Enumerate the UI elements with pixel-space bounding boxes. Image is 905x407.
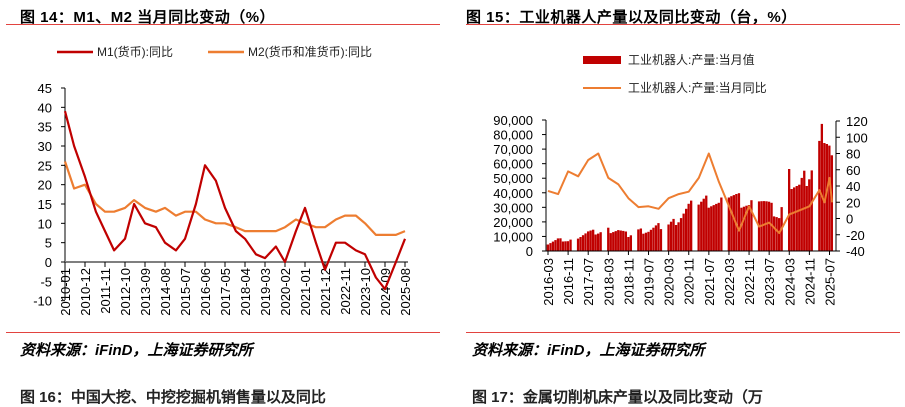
left-panel: 图 14：M1、M2 当月同比变动（%） M1(货币):同比 M2(货币和准货币…: [0, 0, 452, 406]
x-tick-label: 2020-11: [682, 258, 697, 305]
x-axis: 2010-01 2010-12 2011-11 2012-10 2013-09 2014-…: [58, 261, 413, 316]
line-series: [547, 152, 833, 235]
m2-line: [63, 161, 406, 236]
x-tick-label: 2020-02: [278, 268, 293, 316]
y-tick-label: 35: [38, 120, 52, 135]
source-note: 资料来源：iFinD，上海证券研究所: [472, 342, 705, 359]
x-tick-label: 2016-11: [561, 258, 576, 305]
y-tick-label: 45: [38, 81, 52, 96]
m1-line: [63, 110, 407, 291]
left-y-tick-label: 0: [526, 244, 533, 259]
right-y-tick-label: 20: [846, 195, 860, 210]
right-y-tick-label: 60: [846, 163, 860, 178]
x-tick-label: 2019-03: [258, 268, 273, 316]
y-tick-label: 40: [38, 100, 52, 115]
x-tick-label: 2018-11: [621, 258, 636, 305]
x-tick-label: 2016-06: [198, 268, 213, 316]
right-y-tick-label: 40: [846, 179, 860, 194]
x-tick-label: 2021-01: [298, 268, 313, 316]
x-tick-label: 2024-11: [802, 258, 817, 305]
x-tick-label: 2022-11: [338, 268, 353, 315]
x-tick-label: 2018-04: [238, 268, 253, 316]
legend-m1: M1(货币):同比: [97, 44, 173, 59]
x-tick-label: 2011-11: [98, 268, 113, 314]
y-tick-label: 0: [45, 255, 52, 270]
right-y-tick-label: 120: [846, 114, 868, 129]
x-tick-label: 2021-12: [318, 268, 333, 316]
y-axis: 45 40 35 30 25 20 15 10 5 0 -5 -10: [33, 81, 66, 309]
legend-line: 工业机器人:产量:当月同比: [628, 81, 767, 95]
right-y-tick-label: 80: [846, 147, 860, 162]
x-tick-label: 2025-08: [398, 268, 413, 316]
right-panel: 图 15：工业机器人产量以及同比变动（台，%） 工业机器人:产量:当月值 工业机…: [452, 0, 905, 406]
y-tick-label: -10: [33, 294, 52, 309]
legend-m2: M2(货币和准货币):同比: [248, 44, 372, 59]
chart-legend: M1(货币):同比 M2(货币和准货币):同比: [57, 44, 372, 59]
bar-series: [546, 123, 834, 251]
left-y-tick-label: 60,000: [493, 157, 533, 172]
y-tick-label: 10: [38, 216, 52, 231]
left-y-tick-label: 70,000: [493, 142, 533, 157]
y-tick-label: 5: [45, 236, 52, 251]
x-tick-label: 2023-10: [358, 268, 373, 316]
next-figure-title: 图 16：中国大挖、中挖挖掘机销售量以及同比: [20, 389, 326, 406]
x-axis: 2016-03 2016-11 2017-07 2018-03 2018-11 2019-…: [541, 250, 837, 306]
x-tick-label: 2022-03: [722, 258, 737, 306]
x-tick-label: 2019-07: [642, 258, 657, 306]
source-rule: [6, 332, 440, 333]
left-y-tick-label: 40,000: [493, 186, 533, 201]
left-y-tick-label: 20,000: [493, 215, 533, 230]
y-tick-label: -5: [40, 274, 52, 289]
x-tick-label: 2023-07: [762, 258, 777, 306]
right-y-tick-label: 100: [846, 130, 868, 145]
x-tick-label: 2020-03: [662, 258, 677, 306]
robot-output-chart: 工业机器人:产量:当月值 工业机器人:产量:当月同比 90,00080,0007…: [493, 52, 868, 306]
y-tick-label: 30: [38, 139, 52, 154]
x-tick-label: 2024-03: [782, 258, 797, 306]
x-tick-label: 2012-10: [118, 268, 133, 316]
left-y-tick-label: 50,000: [493, 171, 533, 186]
x-tick-label: 2017-07: [581, 258, 596, 306]
x-tick-label: 2016-03: [541, 258, 556, 306]
right-y-tick-label: 0: [846, 212, 853, 227]
figure-14-title: 图 14：M1、M2 当月同比变动（%）: [20, 9, 276, 26]
x-tick-label: 2015-07: [178, 268, 193, 316]
x-tick-label: 2022-11: [742, 258, 757, 305]
source-note: 资料来源：iFinD，上海证券研究所: [20, 342, 253, 359]
title-rule: [6, 24, 440, 25]
next-figure-title: 图 17：金属切削机床产量以及同比变动（万: [472, 389, 763, 406]
plot-area: [63, 110, 407, 291]
chart-legend: 工业机器人:产量:当月值 工业机器人:产量:当月同比: [583, 52, 767, 95]
y-tick-label: 20: [38, 178, 52, 193]
x-tick-label: 2013-09: [138, 268, 153, 316]
x-tick-label: 2010-01: [58, 268, 73, 316]
left-y-axis: 90,00080,00070,00060,00050,00040,00030,0…: [493, 113, 547, 259]
source-rule: [466, 332, 900, 333]
left-y-tick-label: 30,000: [493, 200, 533, 215]
m1-m2-chart: M1(货币):同比 M2(货币和准货币):同比 45 40 35 30 25 20 15 10…: [33, 44, 413, 316]
left-y-tick-label: 10,000: [493, 229, 533, 244]
y-tick-label: 25: [38, 158, 52, 173]
x-tick-label: 2017-05: [218, 268, 233, 316]
legend-bar: 工业机器人:产量:当月值: [628, 52, 755, 67]
x-tick-label: 2010-12: [78, 268, 93, 316]
y-tick-label: 15: [38, 197, 52, 212]
left-y-tick-label: 90,000: [493, 113, 533, 128]
x-tick-label: 2014-08: [158, 268, 173, 316]
title-rule: [466, 24, 900, 25]
x-tick-label: 2018-03: [601, 258, 616, 306]
right-y-tick-label: -20: [846, 228, 865, 243]
yoy-line: [547, 152, 833, 235]
left-y-tick-label: 80,000: [493, 128, 533, 143]
x-tick-label: 2025-07: [822, 258, 837, 306]
figure-15-title: 图 15：工业机器人产量以及同比变动（台，%）: [466, 9, 797, 26]
x-tick-label: 2021-07: [702, 258, 717, 306]
right-y-tick-label: -40: [846, 244, 865, 259]
